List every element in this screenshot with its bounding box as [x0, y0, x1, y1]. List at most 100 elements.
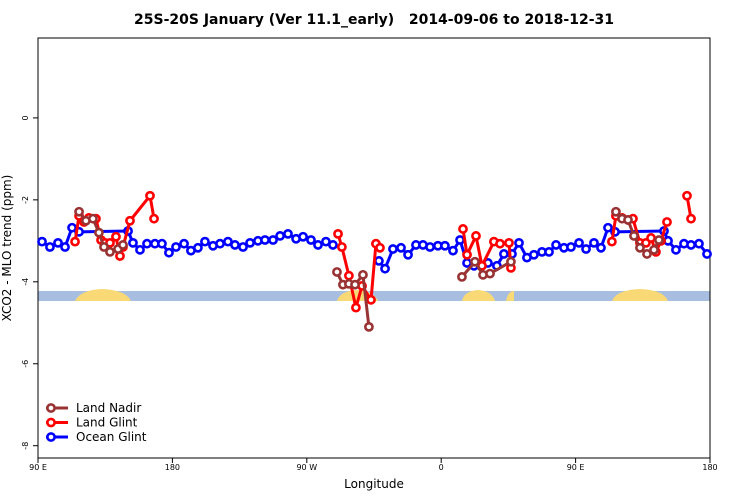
y-tick-label: -4: [21, 278, 30, 286]
data-point: [499, 249, 509, 259]
data-point: [53, 237, 63, 248]
data-point: [462, 249, 472, 260]
data-point: [403, 249, 413, 260]
data-point: [448, 245, 458, 256]
data-point: [313, 240, 323, 250]
data-point: [375, 242, 385, 253]
data-point: [654, 235, 664, 245]
data-point: [380, 263, 390, 274]
data-point: [135, 244, 145, 255]
y-tick-label: -2: [21, 196, 30, 204]
y-tick-label: 0: [21, 115, 30, 120]
data-point: [70, 236, 80, 247]
data-point: [544, 246, 554, 257]
data-point: [142, 238, 152, 249]
data-point: [635, 242, 645, 253]
data-point: [283, 228, 293, 239]
data-point: [495, 238, 505, 249]
legend-marker: [46, 403, 56, 413]
data-point: [457, 271, 467, 282]
data-point: [179, 238, 189, 249]
data-point: [157, 238, 167, 249]
data-point: [332, 267, 342, 277]
data-point: [529, 249, 539, 260]
data-point: [603, 222, 613, 233]
data-point: [118, 240, 128, 250]
data-point: [611, 206, 621, 217]
data-point: [351, 302, 361, 313]
data-point: [336, 242, 347, 252]
data-point: [694, 238, 704, 249]
data-point: [606, 236, 617, 247]
data-point: [642, 249, 652, 259]
legend-marker: [46, 417, 56, 428]
data-point: [686, 240, 696, 250]
data-point: [328, 240, 338, 250]
data-point: [504, 237, 514, 248]
y-axis-label: XCO2 - MLO trend (ppm): [0, 175, 14, 322]
data-point: [649, 244, 659, 255]
data-point: [440, 240, 450, 251]
data-point: [230, 240, 240, 250]
y-tick-label: -6: [21, 360, 30, 368]
data-point: [99, 242, 109, 252]
data-point: [455, 235, 465, 245]
data-point: [111, 231, 121, 242]
data-point: [128, 237, 138, 248]
data-point: [344, 270, 354, 281]
data-point: [686, 213, 696, 224]
y-tick-label: -8: [21, 442, 30, 450]
data-point: [506, 256, 516, 267]
data-point: [364, 321, 374, 332]
data-point: [388, 244, 398, 254]
chart-title: 25S-20S January (Ver 11.1_early) 2014-09…: [134, 12, 614, 28]
data-point: [215, 238, 225, 249]
data-point: [629, 231, 639, 241]
data-point: [193, 242, 203, 253]
data-point: [623, 215, 633, 225]
data-point: [581, 244, 591, 254]
data-point: [485, 268, 495, 279]
data-point: [425, 242, 435, 252]
legend-label: Land Nadir: [76, 401, 141, 415]
data-point: [268, 235, 278, 245]
legend-label: Ocean Glint: [76, 430, 147, 444]
x-tick-label: 180: [165, 463, 180, 472]
data-point: [458, 224, 468, 234]
data-point: [149, 213, 159, 224]
data-point: [275, 231, 285, 241]
data-point: [396, 242, 406, 253]
data-point: [333, 228, 343, 239]
data-point: [702, 249, 712, 259]
legend-label: Land Glint: [76, 416, 138, 430]
data-point: [105, 246, 115, 257]
data-point: [298, 231, 308, 242]
data-point: [471, 231, 481, 241]
data-point: [60, 242, 70, 252]
plot-frame: [37, 37, 711, 459]
data-point: [596, 242, 606, 253]
data-point: [171, 242, 181, 252]
x-tick-label: 90 E: [29, 463, 47, 472]
x-axis-label: Longitude: [344, 477, 404, 491]
data-point: [238, 242, 248, 252]
data-point: [74, 206, 84, 217]
data-point: [366, 294, 376, 305]
x-tick-label: 180: [702, 463, 717, 472]
x-tick-label: 90 W: [296, 463, 317, 472]
data-point: [145, 190, 155, 201]
data-point: [374, 256, 384, 266]
x-tick-label: 90 E: [567, 463, 585, 472]
data-point: [200, 236, 210, 247]
data-point: [37, 236, 47, 247]
data-point: [358, 269, 368, 280]
x-tick-label: 0: [439, 463, 444, 472]
data-point: [125, 215, 135, 226]
data-point: [662, 217, 672, 227]
data-point: [94, 227, 104, 238]
data-point: [671, 244, 681, 255]
data-point: [164, 247, 174, 258]
data-point: [67, 222, 77, 233]
data-point: [589, 237, 599, 248]
